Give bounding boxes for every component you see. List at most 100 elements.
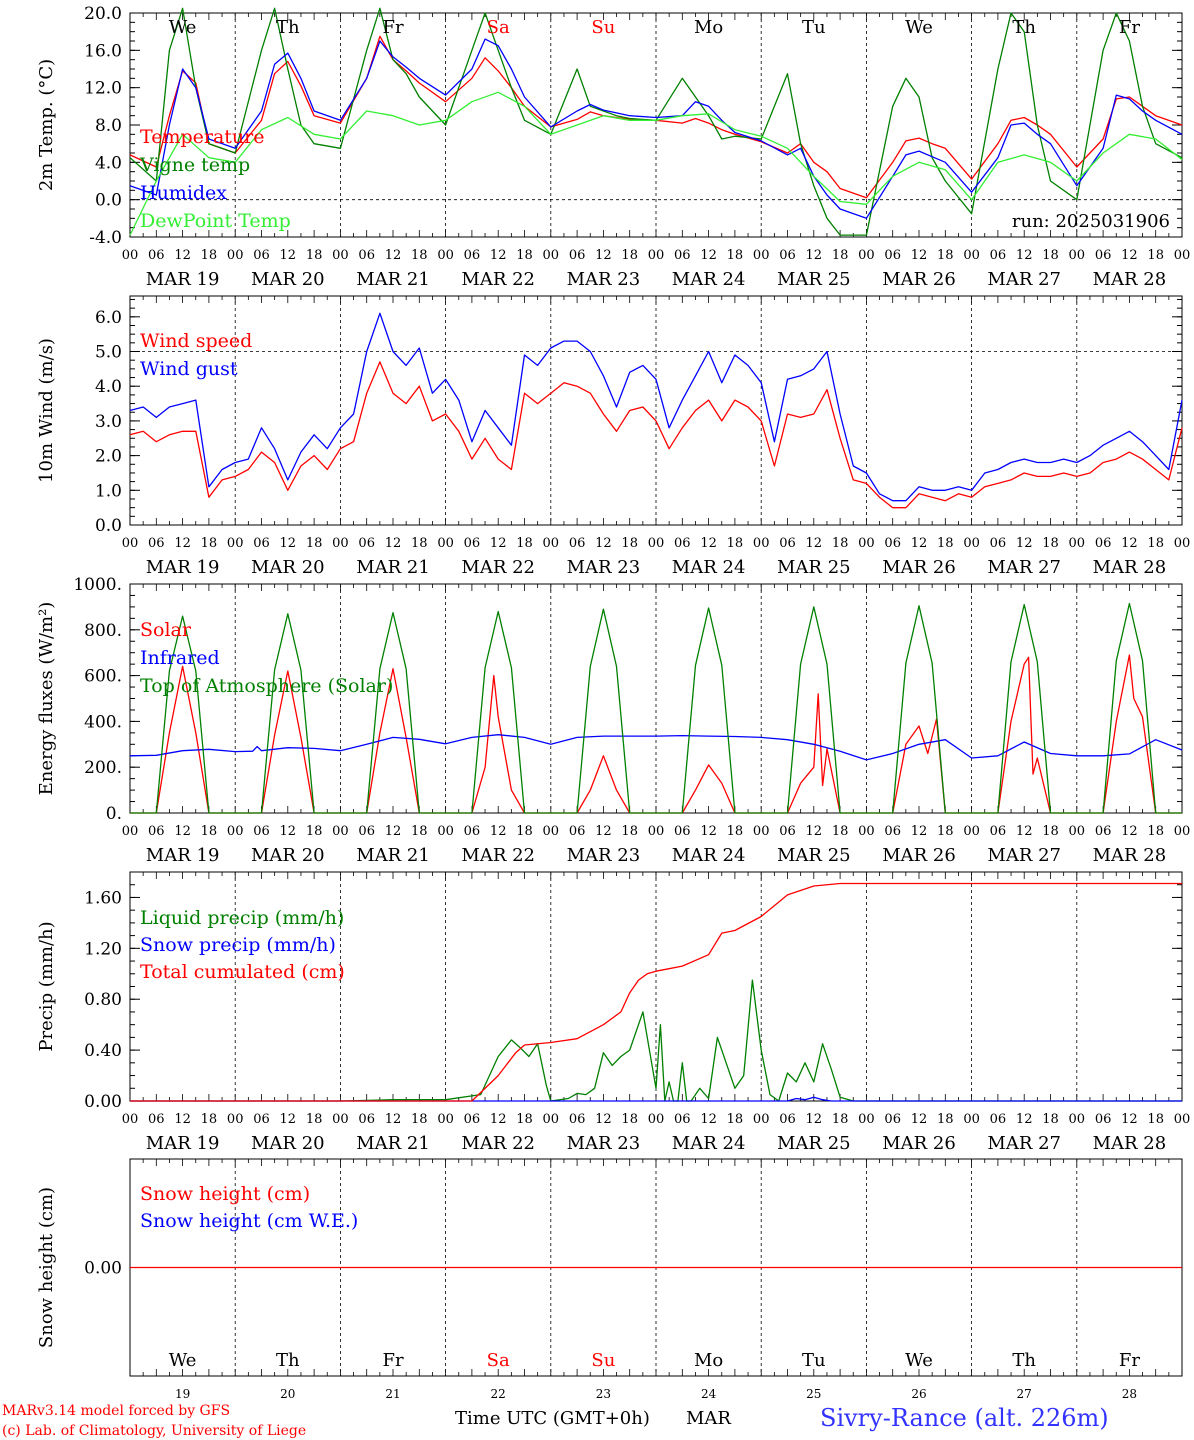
hour-tick-label: 12 [280, 824, 297, 839]
day-number-label: 23 [596, 1387, 611, 1401]
hour-tick-label: 18 [1147, 248, 1164, 263]
hour-tick-label: 12 [595, 824, 612, 839]
hour-tick-label: 12 [1016, 248, 1033, 263]
date-label: MAR 24 [672, 1133, 746, 1154]
hour-tick-label: 06 [148, 1112, 165, 1127]
y-tick-label: 16.0 [84, 41, 122, 61]
legend-entry: Infrared [140, 647, 220, 669]
hour-tick-label: 12 [911, 824, 928, 839]
hour-tick-label: 00 [648, 536, 665, 551]
hour-tick-label: 12 [700, 536, 717, 551]
hour-tick-label: 12 [385, 824, 402, 839]
hour-tick-label: 00 [858, 536, 875, 551]
panel-2: 0.0 1.0 2.0 3.0 4.0 5.0 6.0 10m Wind (m/s) Wind … [36, 295, 1190, 578]
date-label: MAR 26 [882, 1133, 956, 1154]
day-number-label: 26 [911, 1387, 926, 1401]
hour-tick-label: 00 [858, 824, 875, 839]
hour-tick-label: 18 [306, 824, 323, 839]
date-label: MAR 27 [987, 1133, 1061, 1154]
y-tick-label: 1000. [73, 575, 122, 595]
hour-tick-label: 12 [911, 536, 928, 551]
date-label: MAR 24 [672, 557, 746, 578]
legend-entry: Snow height (cm) [140, 1183, 310, 1205]
hour-tick-label: 06 [253, 248, 270, 263]
date-label: MAR 28 [1093, 1133, 1167, 1154]
day-number-label: 22 [491, 1387, 506, 1401]
date-label: MAR 27 [987, 269, 1061, 290]
date-label: MAR 22 [461, 1133, 535, 1154]
hour-tick-label: 12 [806, 824, 823, 839]
date-label: MAR 24 [672, 269, 746, 290]
hour-tick-label: 00 [543, 1112, 560, 1127]
y-tick-label: 20.0 [84, 4, 122, 24]
date-label: MAR 21 [356, 269, 430, 290]
hour-tick-label: 00 [227, 824, 244, 839]
hour-tick-label: 06 [569, 1112, 586, 1127]
hour-tick-label: 12 [490, 824, 507, 839]
day-of-week-label: Th [1012, 1350, 1036, 1371]
hour-tick-label: 06 [1095, 536, 1112, 551]
day-number-label: 25 [806, 1387, 821, 1401]
hour-tick-label: 12 [595, 536, 612, 551]
day-number-label: 27 [1017, 1387, 1032, 1401]
date-label: MAR 20 [251, 269, 325, 290]
hour-tick-label: 06 [990, 1112, 1007, 1127]
y-tick-label: 600. [84, 667, 122, 687]
hour-tick-label: 00 [227, 1112, 244, 1127]
hour-tick-label: 00 [963, 536, 980, 551]
hour-tick-label: 00 [1069, 536, 1086, 551]
hour-tick-label: 12 [385, 536, 402, 551]
hour-tick-label: 12 [1016, 536, 1033, 551]
hour-tick-label: 18 [621, 824, 638, 839]
series-line [130, 979, 1182, 1102]
series-line [130, 1096, 1182, 1102]
hour-tick-label: 06 [674, 536, 691, 551]
hour-tick-label: 06 [674, 248, 691, 263]
hour-tick-label: 00 [1069, 248, 1086, 263]
hour-tick-label: 06 [674, 1112, 691, 1127]
day-of-week-label: Su [591, 1350, 615, 1371]
date-label: MAR 26 [882, 269, 956, 290]
hour-tick-label: 18 [621, 1112, 638, 1127]
hour-tick-label: 00 [332, 536, 349, 551]
legend-entry: Wind gust [140, 358, 238, 380]
hour-tick-label: 18 [516, 536, 533, 551]
hour-tick-label: 18 [411, 536, 428, 551]
hour-tick-label: 18 [937, 824, 954, 839]
hour-tick-label: 18 [727, 536, 744, 551]
date-label: MAR 19 [146, 1133, 220, 1154]
hour-tick-label: 00 [648, 248, 665, 263]
hour-tick-label: 06 [358, 248, 375, 263]
legend-entry: Snow height (cm W.E.) [140, 1210, 358, 1232]
hour-tick-label: 00 [963, 824, 980, 839]
day-of-week-label: Th [276, 1350, 300, 1371]
hour-tick-label: 18 [516, 824, 533, 839]
day-of-week-label: We [169, 1350, 197, 1371]
hour-tick-label: 18 [411, 824, 428, 839]
day-of-week-label: Th [276, 17, 300, 38]
hour-tick-label: 00 [648, 1112, 665, 1127]
legend-entry: Snow precip (mm/h) [140, 934, 336, 956]
hour-tick-label: 12 [1016, 824, 1033, 839]
day-of-week-label: Fr [382, 1350, 403, 1371]
legend-entry: Vigne temp [139, 154, 250, 176]
y-tick-label: 0.80 [84, 990, 122, 1010]
hour-tick-label: 00 [332, 824, 349, 839]
series-line [129, 38, 1183, 219]
hour-tick-label: 18 [1042, 1112, 1059, 1127]
hour-tick-label: 12 [490, 536, 507, 551]
date-label: MAR 25 [777, 557, 851, 578]
day-number-label: 19 [175, 1387, 190, 1401]
y-axis-label: Precip (mm/h) [36, 921, 57, 1051]
y-axis-label: 2m Temp. (°C) [36, 59, 57, 191]
hour-tick-label: 00 [753, 248, 770, 263]
day-number-label: 24 [701, 1387, 717, 1401]
day-of-week-label: Sa [487, 17, 510, 38]
run-label: run: 2025031906 [1012, 211, 1170, 232]
panel-5: 0.00 Snow height (cm) Snow height (cm) Snow… [36, 1158, 1183, 1401]
hour-tick-label: 00 [543, 536, 560, 551]
hour-tick-label: 00 [1069, 1112, 1086, 1127]
y-tick-label: 3.0 [95, 412, 122, 432]
hour-tick-label: 18 [1042, 824, 1059, 839]
hour-tick-label: 06 [779, 824, 796, 839]
